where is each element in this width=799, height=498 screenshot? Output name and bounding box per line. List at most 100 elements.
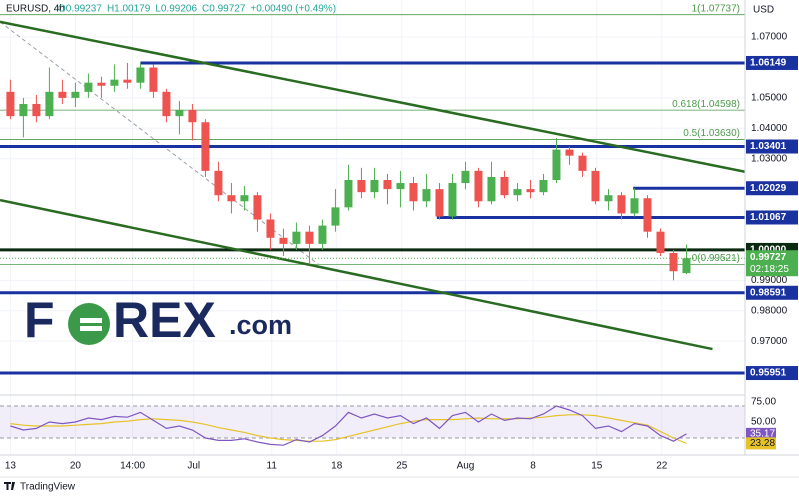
rsi-ma-box — [746, 437, 776, 450]
x-tick-label: 25 — [396, 461, 408, 472]
candle-body — [162, 91, 171, 117]
level-label: 0.98591 — [750, 287, 787, 298]
candle-body — [331, 207, 340, 226]
x-tick-label: 11 — [267, 461, 278, 472]
candle-body — [630, 198, 639, 214]
x-tick-label: 13 — [5, 461, 17, 472]
candle-body — [565, 149, 574, 156]
brand: TradingView — [20, 482, 76, 493]
logo-text: .com — [229, 310, 292, 340]
header-value: +0.00490 (+0.49%) — [250, 4, 336, 15]
candle-body — [669, 252, 678, 272]
header-value: H1.00179 — [107, 4, 151, 15]
y-tick-label: 0.97000 — [751, 336, 788, 347]
currency-label: USD — [753, 5, 774, 16]
candle-body — [32, 103, 41, 117]
candle-body — [643, 198, 652, 232]
rsi-ma-line — [10, 414, 687, 444]
level-label: 1.00000 — [750, 245, 787, 256]
candle-body — [370, 179, 379, 193]
level-box — [746, 210, 798, 225]
rsi-box — [746, 427, 776, 440]
level-box — [746, 181, 798, 196]
candle-body — [604, 195, 613, 202]
candle-body — [201, 122, 210, 171]
candle-body — [279, 237, 288, 244]
candle-body — [448, 183, 457, 217]
candle-body — [292, 231, 301, 244]
candle-body — [357, 179, 366, 193]
candle-body — [682, 258, 691, 274]
rsi-line — [10, 405, 687, 446]
level-box — [746, 285, 798, 300]
candle-body — [45, 91, 54, 117]
x-tick-label: 20 — [70, 461, 82, 472]
logo-icon — [80, 326, 102, 331]
candle-body — [318, 225, 327, 244]
fib-label: 0.618(1.04598) — [672, 99, 740, 110]
logo-icon — [80, 318, 102, 323]
candle-body — [396, 183, 405, 190]
level-box — [746, 139, 798, 154]
y-tick-label: 1.04000 — [751, 123, 788, 134]
level-label: 1.02029 — [750, 183, 787, 194]
candle-body — [435, 189, 444, 217]
x-tick-label: 15 — [591, 461, 603, 472]
x-tick-label: 22 — [656, 461, 668, 472]
candle-body — [71, 91, 80, 98]
candle-body — [123, 79, 132, 83]
brand-icon — [4, 482, 15, 490]
candle-body — [149, 67, 158, 92]
candle-body — [305, 231, 314, 244]
candle-body — [578, 155, 587, 171]
candle-body — [656, 231, 665, 253]
candle-body — [539, 179, 548, 193]
y-tick-label: 1.03000 — [751, 153, 788, 164]
candle-body — [552, 149, 561, 180]
header-value: O0.99237 — [58, 4, 102, 15]
logo: F REX .com — [24, 292, 292, 348]
candle-body — [97, 82, 106, 86]
y-tick-label: 1.05000 — [751, 93, 788, 104]
logo-icon — [68, 303, 110, 345]
y-tick-label: 0.98000 — [751, 305, 788, 316]
y-tick-label: 0.99000 — [751, 275, 788, 286]
trendline — [0, 198, 713, 351]
candle-body — [58, 91, 67, 98]
dashed-line — [0, 21, 319, 265]
logo-text: REX — [113, 292, 216, 348]
candle-body — [240, 195, 249, 202]
level-box — [746, 55, 798, 70]
x-tick-label: Aug — [457, 461, 475, 472]
candle-body — [409, 183, 418, 202]
header-value: C0.99727 — [202, 4, 246, 15]
candle-body — [227, 195, 236, 202]
candle-body — [253, 195, 262, 220]
candle-body — [487, 176, 496, 202]
fib-label: 0.5(1.03630) — [683, 128, 740, 139]
level-label: 0.95951 — [750, 368, 787, 379]
y-tick-label: 1.07000 — [751, 32, 788, 43]
candle-body — [110, 79, 119, 86]
countdown: 02:18:25 — [750, 264, 789, 275]
rsi-tick-label: 75.00 — [751, 397, 776, 408]
candle-body — [175, 110, 184, 117]
candle-body — [266, 219, 275, 238]
x-tick-label: Jul — [187, 461, 200, 472]
candle-body — [6, 91, 15, 117]
level-label: 1.01067 — [750, 212, 787, 223]
candle-body — [461, 170, 470, 184]
candle-body — [214, 170, 223, 196]
header-value: L0.99206 — [155, 4, 197, 15]
rsi-value-label: 35.17 — [750, 429, 775, 440]
x-tick-label: 8 — [530, 461, 536, 472]
trendline — [0, 20, 746, 174]
candle-body — [19, 103, 28, 117]
level-label: 1.03401 — [750, 141, 787, 152]
level-label: 1.06149 — [750, 58, 787, 69]
price-label: 0.99727 — [750, 252, 787, 263]
x-tick-label: 14:00 — [120, 461, 145, 472]
x-tick-label: 18 — [331, 461, 343, 472]
